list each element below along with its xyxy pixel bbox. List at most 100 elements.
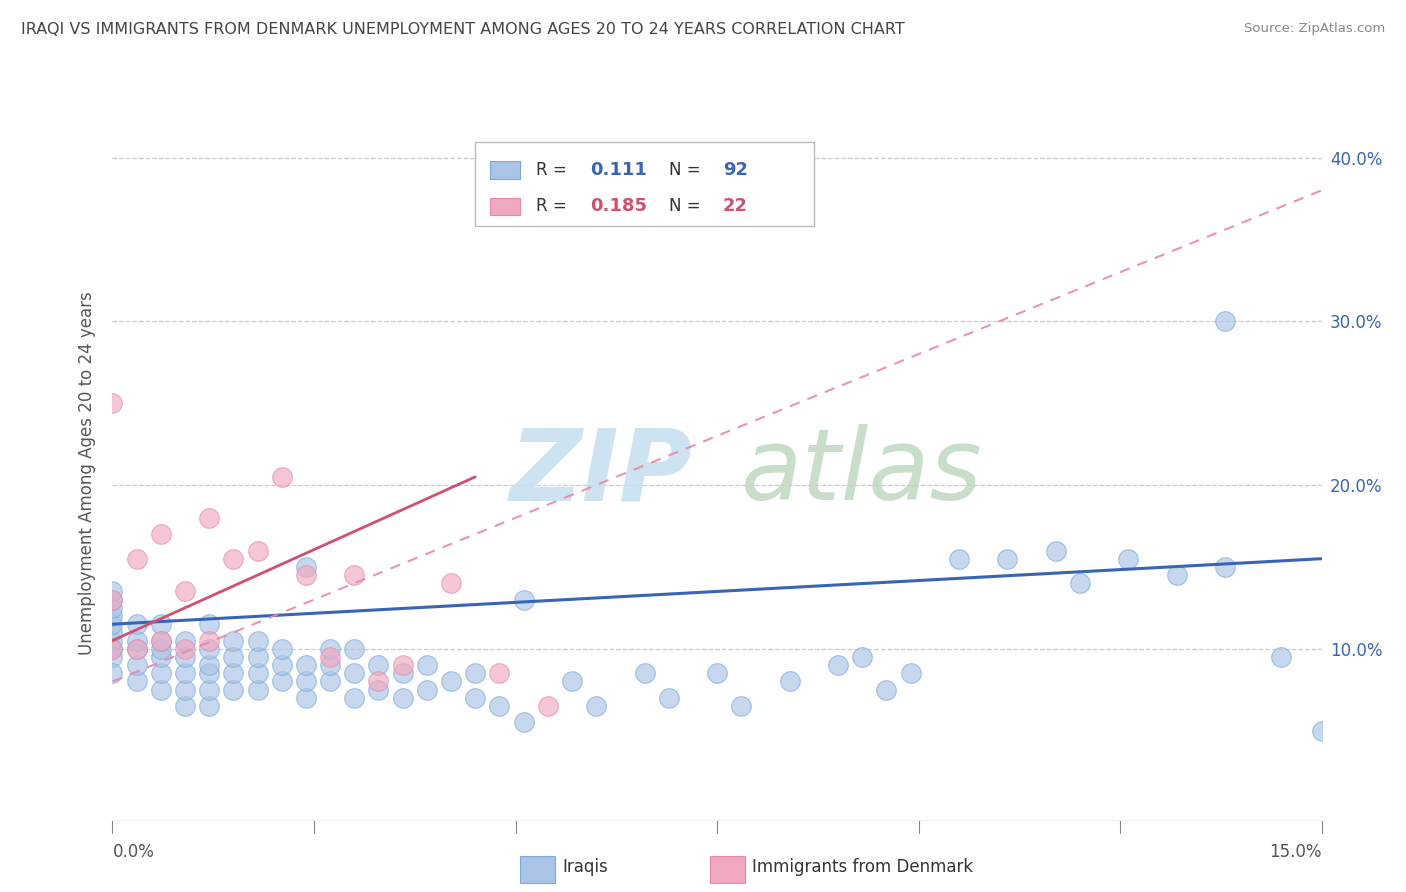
Point (1069, 576, 1091, 591)
Point (222, 551, 245, 566)
Point (512, 715, 534, 730)
Point (222, 633, 245, 648)
Point (827, 658, 849, 673)
Point (391, 690, 413, 705)
Point (343, 641, 366, 656)
Point (198, 682, 221, 697)
Point (464, 690, 486, 705)
Text: 0.111: 0.111 (591, 161, 647, 179)
Point (270, 658, 292, 673)
Point (125, 633, 148, 648)
Point (343, 666, 366, 681)
Point (658, 690, 681, 705)
Text: N =: N = (669, 161, 706, 179)
Point (367, 682, 389, 697)
Point (101, 584, 124, 599)
Point (561, 674, 583, 689)
Point (198, 617, 221, 632)
Point (367, 658, 389, 673)
Point (101, 641, 124, 656)
Point (246, 543, 269, 558)
Point (149, 527, 172, 541)
Point (900, 666, 922, 681)
Point (779, 674, 801, 689)
Point (270, 641, 292, 656)
Y-axis label: Unemployment Among Ages 20 to 24 years: Unemployment Among Ages 20 to 24 years (77, 291, 96, 655)
Point (149, 641, 172, 656)
Point (730, 699, 752, 714)
FancyBboxPatch shape (489, 161, 520, 178)
Point (174, 584, 197, 599)
Point (537, 699, 560, 714)
Point (295, 658, 318, 673)
Point (125, 641, 148, 656)
Point (633, 666, 655, 681)
Point (149, 649, 172, 664)
Point (149, 617, 172, 632)
Point (948, 551, 970, 566)
Text: 0.185: 0.185 (591, 197, 647, 215)
Point (1116, 551, 1139, 566)
Point (391, 666, 413, 681)
Text: ZIP: ZIP (510, 425, 693, 521)
Text: 15.0%: 15.0% (1270, 843, 1322, 861)
Point (416, 658, 439, 673)
Point (198, 510, 221, 524)
Point (440, 674, 463, 689)
Text: atlas: atlas (741, 425, 983, 521)
Point (851, 649, 873, 664)
Point (488, 666, 510, 681)
Point (1270, 649, 1292, 664)
Point (295, 674, 318, 689)
Text: Iraqis: Iraqis (562, 858, 609, 876)
Point (101, 641, 124, 656)
Point (222, 666, 245, 681)
Point (295, 560, 318, 574)
Point (101, 666, 124, 681)
Point (295, 568, 318, 582)
Text: N =: N = (669, 197, 706, 215)
Point (319, 674, 342, 689)
Point (101, 592, 124, 607)
Point (464, 666, 486, 681)
Point (101, 617, 124, 632)
Point (125, 551, 148, 566)
Text: R =: R = (536, 161, 572, 179)
Point (875, 682, 897, 697)
Point (585, 699, 607, 714)
Point (149, 633, 172, 648)
Point (222, 649, 245, 664)
Point (246, 633, 269, 648)
Point (101, 592, 124, 607)
Point (174, 682, 197, 697)
Point (1045, 543, 1067, 558)
Point (367, 674, 389, 689)
Point (1310, 723, 1333, 738)
Point (270, 674, 292, 689)
Point (343, 690, 366, 705)
Point (198, 641, 221, 656)
Point (125, 641, 148, 656)
Point (1334, 551, 1357, 566)
Text: 92: 92 (723, 161, 748, 179)
Point (319, 641, 342, 656)
Text: IRAQI VS IMMIGRANTS FROM DENMARK UNEMPLOYMENT AMONG AGES 20 TO 24 YEARS CORRELAT: IRAQI VS IMMIGRANTS FROM DENMARK UNEMPLO… (21, 22, 905, 37)
Point (319, 658, 342, 673)
Point (174, 641, 197, 656)
Point (1213, 314, 1236, 328)
Point (125, 617, 148, 632)
Point (343, 568, 366, 582)
Point (416, 682, 439, 697)
Text: Immigrants from Denmark: Immigrants from Denmark (752, 858, 973, 876)
Point (295, 690, 318, 705)
Point (125, 674, 148, 689)
Point (149, 633, 172, 648)
Point (101, 625, 124, 640)
Point (995, 551, 1018, 566)
Point (198, 699, 221, 714)
FancyBboxPatch shape (489, 198, 520, 215)
Point (101, 649, 124, 664)
Point (512, 592, 534, 607)
Point (319, 649, 342, 664)
Text: 0.0%: 0.0% (112, 843, 155, 861)
